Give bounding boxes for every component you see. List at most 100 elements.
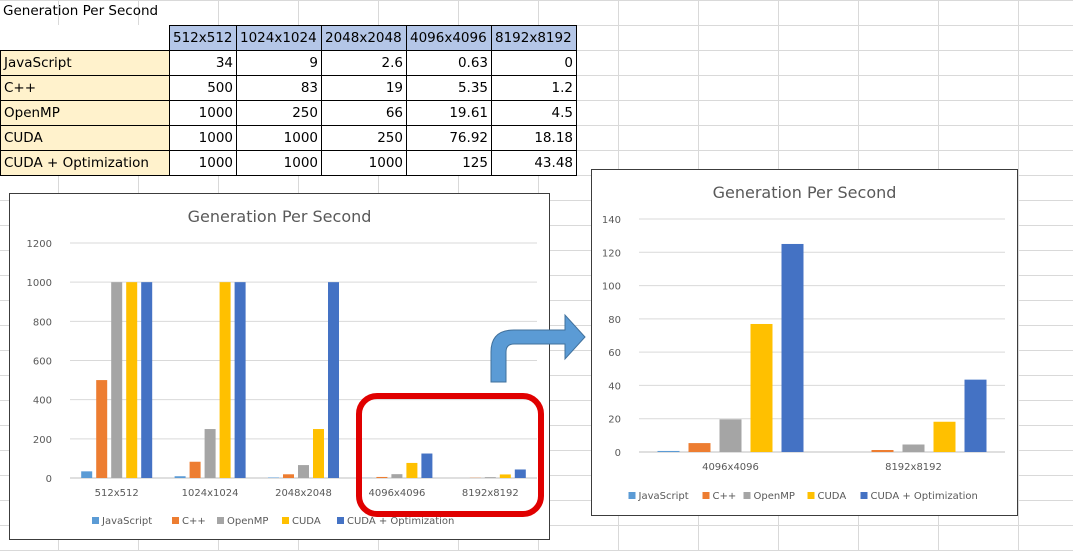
x-tick-label: 2048x2048 <box>275 488 332 499</box>
y-tick-label: 80 <box>608 315 621 326</box>
table-cell[interactable]: 19.61 <box>406 100 492 126</box>
y-tick-label: 20 <box>608 415 621 426</box>
y-tick-label: 800 <box>33 317 52 328</box>
x-tick-label: 8192x8192 <box>462 488 519 499</box>
x-tick-label: 4096x4096 <box>702 462 759 473</box>
table-cell[interactable]: 0.63 <box>406 50 492 76</box>
bar-c--8192x8192 <box>871 450 894 452</box>
bar-openmp-4096x4096 <box>719 419 742 452</box>
y-tick-label: 600 <box>33 357 52 368</box>
legend-label: JavaScript <box>638 491 689 502</box>
table-cell[interactable]: 0 <box>491 50 577 76</box>
y-tick-label: 0 <box>615 448 621 459</box>
legend-swatch <box>628 492 636 499</box>
bar-javascript-512x512 <box>81 471 93 478</box>
bar-cuda-optimization-4096x4096 <box>421 453 433 478</box>
table-cell[interactable]: 2.6 <box>321 50 407 76</box>
y-tick-label: 200 <box>33 435 52 446</box>
table-cell[interactable]: 125 <box>406 150 492 176</box>
table-cell[interactable]: 500 <box>169 75 237 101</box>
table-cell[interactable]: 1000 <box>236 150 322 176</box>
chart-large-resolutions[interactable]: Generation Per Second 0 20 40 60 80 100 120 140 4… <box>591 169 1018 516</box>
column-header[interactable]: 1024x1024 <box>236 25 322 51</box>
bar-javascript-4096x4096 <box>657 450 680 452</box>
bar-javascript-2048x2048 <box>268 477 279 478</box>
legend-label: OpenMP <box>227 516 268 527</box>
y-tick-label: 1000 <box>27 278 52 289</box>
table-cell[interactable]: 1000 <box>169 100 237 126</box>
bar-c--4096x4096 <box>688 443 711 452</box>
legend-swatch <box>92 517 99 524</box>
table-cell[interactable]: 1000 <box>236 125 322 151</box>
legend-swatch <box>702 492 710 499</box>
column-header[interactable]: 2048x2048 <box>321 25 407 51</box>
legend-label: JavaScript <box>101 516 152 527</box>
bar-c--4096x4096 <box>376 476 388 478</box>
bar-cuda-optimization-1024x1024 <box>234 282 246 478</box>
chart-all-resolutions-svg: Generation Per Second 0 200 400 600 800 1000 12… <box>27 207 537 527</box>
legend-label: OpenMP <box>754 491 795 502</box>
column-header[interactable]: 4096x4096 <box>406 25 492 51</box>
table-cell[interactable]: 19 <box>321 75 407 101</box>
legend-label: C++ <box>182 516 206 527</box>
table-corner-cell[interactable] <box>0 25 170 51</box>
bar-openmp-8192x8192 <box>484 477 496 478</box>
legend-label: CUDA + Optimization <box>871 491 978 502</box>
bar-openmp-512x512 <box>111 282 123 478</box>
legend-swatch <box>217 517 224 524</box>
row-header[interactable]: JavaScript <box>0 50 170 76</box>
table-cell[interactable]: 18.18 <box>491 125 577 151</box>
bar-c--512x512 <box>96 380 108 478</box>
table-row: CUDA 1000 1000 250 76.92 18.18 <box>0 125 577 151</box>
legend-swatch <box>172 517 179 524</box>
row-header[interactable]: OpenMP <box>0 100 170 126</box>
table-row: OpenMP 1000 250 66 19.61 4.5 <box>0 100 577 126</box>
table-cell[interactable]: 76.92 <box>406 125 492 151</box>
table-cell[interactable]: 43.48 <box>491 150 577 176</box>
table-cell[interactable]: 250 <box>321 125 407 151</box>
table-cell[interactable]: 1000 <box>321 150 407 176</box>
table-cell[interactable]: 1000 <box>169 150 237 176</box>
legend-swatch <box>337 517 344 524</box>
table-cell[interactable]: 83 <box>236 75 322 101</box>
bar-cuda-8192x8192 <box>933 421 956 452</box>
bar-cuda-optimization-2048x2048 <box>328 282 339 478</box>
bar-cuda-2048x2048 <box>313 429 324 478</box>
table-cell[interactable]: 250 <box>236 100 322 126</box>
bar-cuda-4096x4096 <box>406 462 418 478</box>
chart-all-resolutions[interactable]: Generation Per Second 0 200 400 600 800 1000 12… <box>9 193 550 540</box>
sheet-title[interactable]: Generation Per Second <box>3 3 159 19</box>
table-cell[interactable]: 66 <box>321 100 407 126</box>
bar-openmp-8192x8192 <box>902 444 925 452</box>
y-tick-label: 0 <box>46 474 52 485</box>
column-header[interactable]: 512x512 <box>169 25 237 51</box>
highlight-rounded-rect <box>356 393 544 517</box>
bar-openmp-4096x4096 <box>391 474 403 478</box>
y-tick-label: 100 <box>602 282 621 293</box>
table-row: C++ 500 83 19 5.35 1.2 <box>0 75 577 101</box>
row-header[interactable]: C++ <box>0 75 170 101</box>
x-tick-label: 512x512 <box>95 488 139 499</box>
x-tick-label: 4096x4096 <box>368 488 425 499</box>
row-header[interactable]: CUDA <box>0 125 170 151</box>
table-cell[interactable]: 5.35 <box>406 75 492 101</box>
y-tick-label: 1200 <box>27 239 52 250</box>
table-cell[interactable]: 1.2 <box>491 75 577 101</box>
y-tick-label: 120 <box>602 248 621 259</box>
table-header-row: 512x512 1024x1024 2048x2048 4096x4096 8192x8… <box>0 25 577 51</box>
bar-c--1024x1024 <box>189 461 201 478</box>
bar-c--2048x2048 <box>283 474 294 478</box>
row-header[interactable]: CUDA + Optimization <box>0 150 170 176</box>
legend-label: CUDA <box>818 491 847 502</box>
table-cell[interactable]: 9 <box>236 50 322 76</box>
table-row: CUDA + Optimization 1000 1000 1000 125 43.48 <box>0 150 577 176</box>
table-cell[interactable]: 4.5 <box>491 100 577 126</box>
column-header[interactable]: 8192x8192 <box>491 25 577 51</box>
data-table: 512x512 1024x1024 2048x2048 4096x4096 8192x8… <box>0 25 577 176</box>
y-tick-label: 40 <box>608 381 621 392</box>
bent-arrow-icon <box>490 313 586 383</box>
table-cell[interactable]: 1000 <box>169 125 237 151</box>
bar-cuda-1024x1024 <box>219 282 231 478</box>
y-tick-label: 140 <box>602 215 621 226</box>
table-cell[interactable]: 34 <box>169 50 237 76</box>
